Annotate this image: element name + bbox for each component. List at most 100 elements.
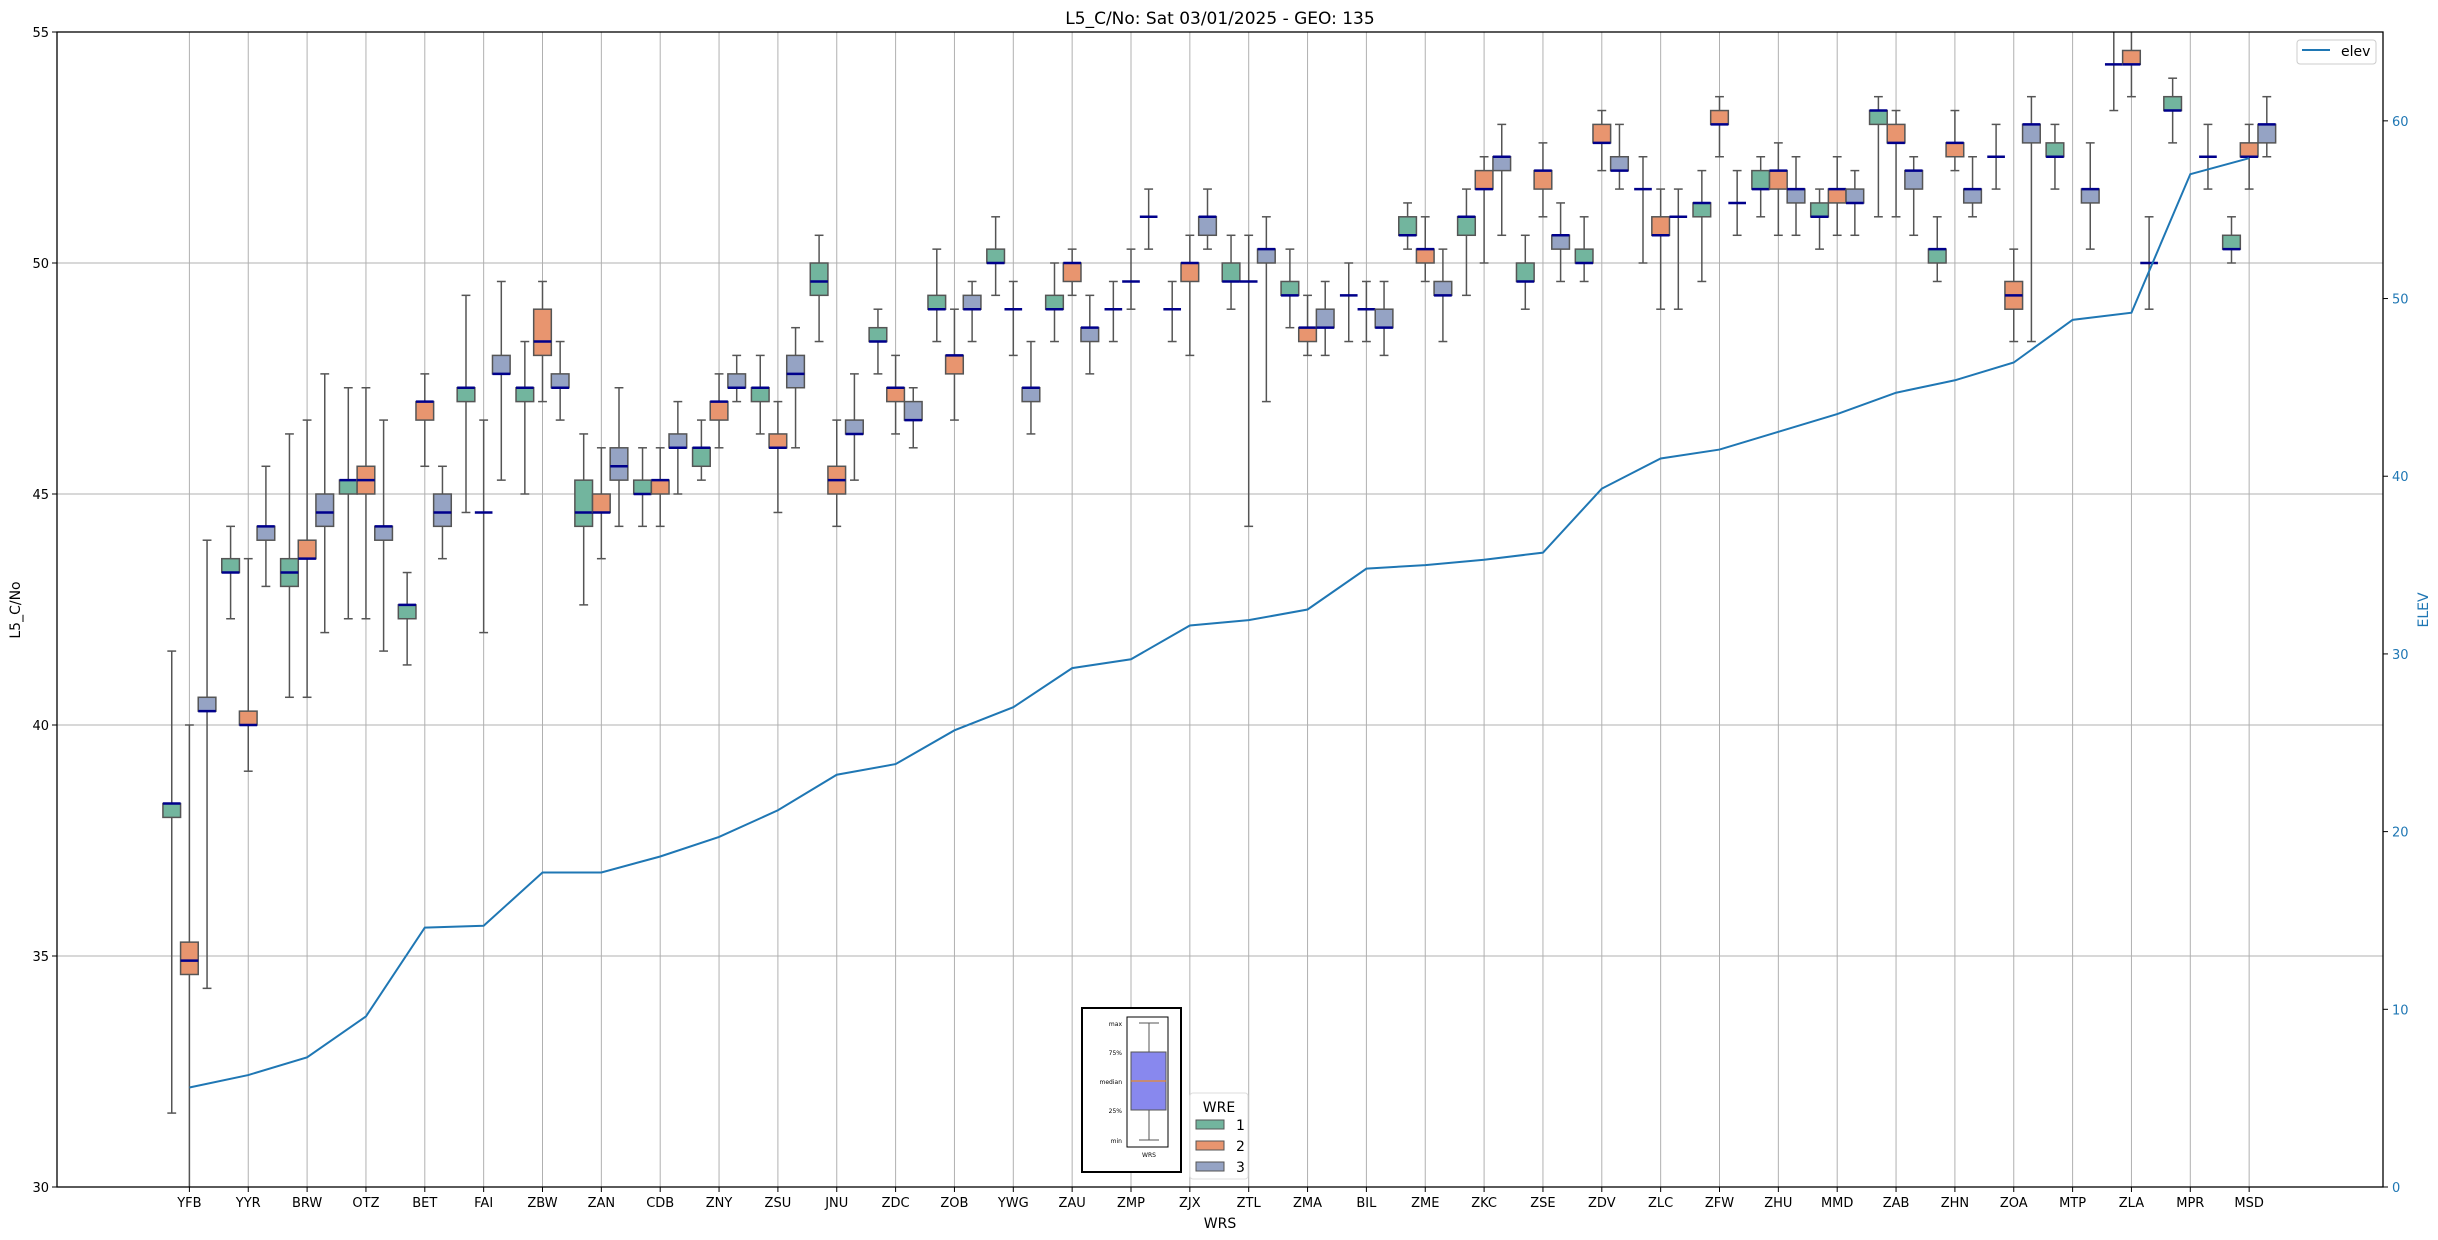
box-layer (162, 32, 2277, 1187)
box-wre-2-ZSE (1533, 142, 1553, 218)
box-wre-1-YYR (221, 525, 241, 620)
box-wre-3-MSD (2257, 95, 2277, 158)
box-iqr (1709, 109, 1730, 126)
y2-tick-label: 0 (2392, 1181, 2400, 1196)
box-iqr (1768, 169, 1788, 190)
x-tick-label: ZAB (1883, 1196, 1910, 1211)
box-wre-1-ZSU (750, 354, 770, 435)
x-tick-label: ZSE (1530, 1196, 1555, 1211)
box-wre-3-ZSE (1551, 202, 1571, 283)
key-label-median: median (1100, 1079, 1123, 1086)
box-iqr (844, 419, 864, 435)
box-iqr (1827, 188, 1847, 204)
x-tick-label: MMD (1821, 1196, 1853, 1211)
x-tick-label: ZDV (1588, 1196, 1616, 1211)
box-wre-3-FAI (491, 280, 511, 481)
x-tick-label: MPR (2176, 1196, 2204, 1211)
box-wre-2-MSD (2239, 123, 2259, 190)
x-tick-label: ZFW (1705, 1196, 1734, 1211)
box-iqr (1962, 188, 1983, 204)
box-iqr (1592, 123, 1612, 144)
wre-legend-swatch-3 (1195, 1161, 1225, 1172)
x-tick-label: MTP (2059, 1196, 2086, 1211)
x-tick-label: FAI (474, 1196, 493, 1211)
box-wre-2-ZOB (944, 308, 965, 421)
box-iqr (1515, 262, 1535, 283)
box-wre-1-ZOB (927, 248, 947, 343)
x-tick-label: ZMP (1117, 1196, 1145, 1211)
box-iqr (2045, 142, 2065, 158)
box-wre-3-ZJX (1197, 188, 1218, 250)
box-wre-2-ZTL (1239, 234, 1258, 528)
box-iqr (338, 479, 358, 495)
box-iqr (750, 386, 770, 403)
box-wre-1-ZBW (515, 340, 535, 495)
box-wre-1-CDB (632, 447, 653, 528)
box-wre-1-BIL (1339, 262, 1358, 343)
box-iqr (1651, 216, 1671, 237)
box-iqr (1297, 326, 1318, 343)
box-iqr (162, 802, 182, 819)
box-iqr (550, 373, 570, 389)
box-iqr (1044, 294, 1065, 310)
box-wre-1-ZME (1398, 202, 1418, 250)
box-wre-1-MPR (2163, 77, 2183, 144)
x-tick-label: ZNY (706, 1196, 733, 1211)
box-wre-2-BET (415, 373, 435, 468)
box-wre-3-MMD (1845, 169, 1865, 237)
box-wre-3-ZTL (1256, 216, 1276, 403)
box-iqr (809, 262, 829, 297)
box-iqr (1474, 169, 1494, 190)
box-iqr (2221, 234, 2242, 250)
box-wre-3-CDB (668, 400, 688, 495)
box-iqr (1868, 109, 1888, 126)
x-tick-label: ZSU (765, 1196, 792, 1211)
box-wre-3-ZME (1433, 248, 1453, 343)
box-wre-2-MMD (1827, 155, 1847, 237)
box-wre-2-ZFW (1709, 95, 1730, 158)
y2-tick-label: 50 (2392, 293, 2409, 308)
box-iqr (221, 557, 241, 574)
box-wre-2-ZNY (709, 373, 729, 449)
box-wre-1-YWG (986, 216, 1006, 297)
box-wre-2-ZDV (1592, 109, 1612, 172)
y2-axis-label: ELEV (2416, 592, 2432, 627)
box-iqr (574, 479, 594, 528)
x-tick-label: ZBW (527, 1196, 557, 1211)
box-iqr (1692, 202, 1712, 218)
box-wre-1-ZTL (1221, 234, 1241, 310)
x-tick-label: ZMA (1293, 1196, 1322, 1211)
box-wre-3-MTP (2080, 142, 2100, 250)
box-iqr (1080, 326, 1100, 343)
wre-legend-swatch-2 (1195, 1140, 1225, 1151)
box-iqr (1280, 280, 1300, 297)
box-wre-2-YFB (179, 724, 199, 1187)
box-wre-1-ZNY (691, 419, 711, 481)
x-axis-label: WRS (1204, 1216, 1237, 1232)
box-wre-3-ZAB (1904, 155, 1924, 237)
box-wre-2-OTZ (356, 386, 376, 620)
box-wre-1-ZAN (574, 433, 594, 606)
x-tick-label: ZJX (1179, 1196, 1201, 1211)
box-wre-1-ZJX (1163, 280, 1182, 343)
box-iqr (1533, 169, 1553, 190)
x-tick-label: ZDC (882, 1196, 910, 1211)
elev-line (189, 157, 2250, 1089)
box-wre-2-ZSU (768, 400, 788, 514)
box-wre-1-ZFW (1692, 169, 1712, 283)
box-iqr (2021, 123, 2041, 144)
x-tick-label: ZLC (1648, 1196, 1673, 1211)
y-tick-label: 50 (32, 257, 49, 272)
box-wre-2-ZLA (2121, 32, 2142, 98)
box-iqr (297, 539, 317, 560)
x-tick-label: BRW (292, 1196, 322, 1211)
box-wre-3-BIL (1374, 280, 1394, 357)
box-iqr (1609, 155, 1630, 172)
box-iqr (1845, 188, 1865, 204)
box-wre-2-ZHN (1945, 109, 1965, 172)
y2-tick-label: 20 (2392, 826, 2409, 841)
box-iqr (1786, 188, 1806, 204)
box-wre-2-ZHU (1768, 142, 1788, 237)
box-wre-1-ZSE (1515, 234, 1535, 310)
